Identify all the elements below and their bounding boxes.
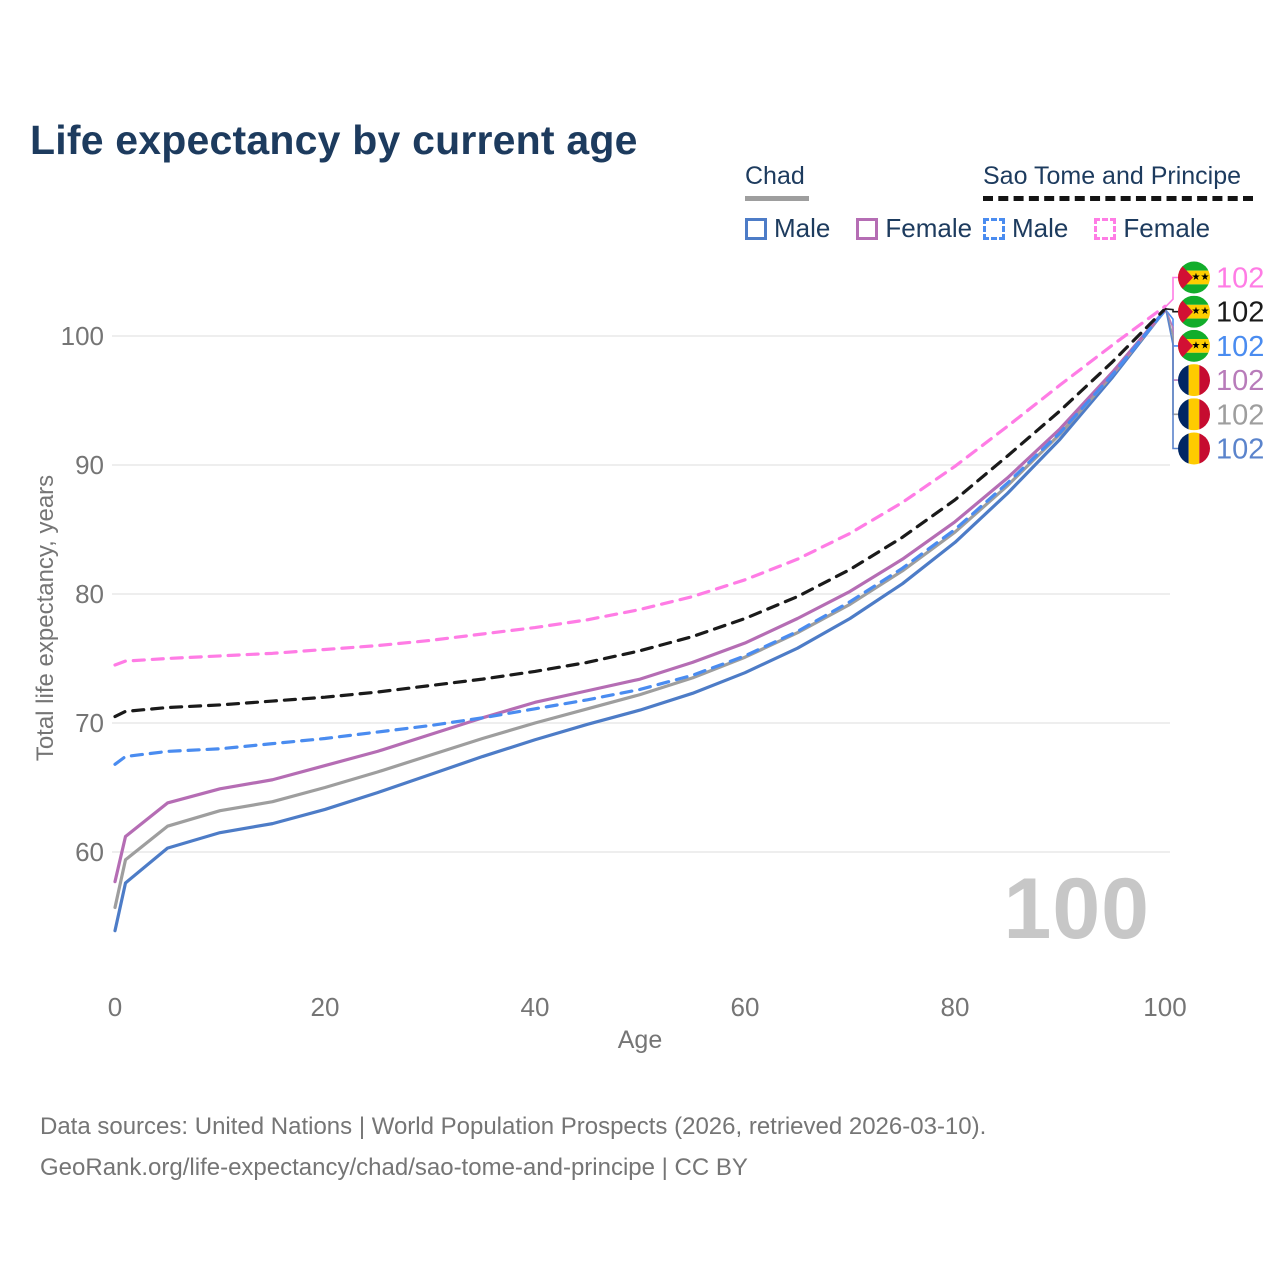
series-line-chad-total[interactable] — [113, 308, 1167, 910]
page-title: Life expectancy by current age — [30, 117, 638, 164]
legend-country-chad[interactable]: Chad — [745, 162, 805, 190]
x-tick-100: 100 — [1143, 992, 1186, 1022]
y-tick-60: 60 — [75, 837, 104, 867]
legend-underline-chad — [745, 196, 809, 201]
y-tick-90: 90 — [75, 450, 104, 480]
legend-item-chad-male[interactable]: Male — [745, 213, 830, 244]
end-value-label: 102 — [1216, 331, 1264, 363]
y-axis-title: Total life expectancy, years — [32, 474, 59, 762]
legend-underline-sao-tome — [983, 196, 1253, 201]
end-value-label: 102 — [1216, 434, 1264, 466]
end-value-label: 102 — [1216, 365, 1264, 397]
chad-flag-icon — [1178, 432, 1210, 465]
series-line-sao-tome-and-principe-male[interactable] — [113, 308, 1167, 766]
sao-tome-female-swatch-icon — [1094, 217, 1117, 240]
svg-text:★★: ★★ — [1192, 272, 1210, 283]
chad-flag-icon — [1178, 364, 1210, 397]
legend-country-sao-tome[interactable]: Sao Tome and Principe — [983, 162, 1242, 190]
legend-group-sao-tome: Sao Tome and Principe Male Female — [983, 162, 1253, 244]
leader-line — [1165, 276, 1178, 307]
series-line-sao-tome-and-principe-total[interactable] — [113, 307, 1167, 719]
legend-label: Male — [774, 213, 831, 243]
legend-label: Male — [1012, 213, 1069, 243]
end-value-label: 102 — [1216, 399, 1264, 431]
sao-tome-flag-icon: ★★ — [1178, 261, 1210, 294]
legend-label: Female — [1123, 213, 1211, 243]
chad-flag-icon — [1178, 398, 1210, 431]
x-tick-20: 20 — [311, 992, 340, 1022]
series-line-chad-female[interactable] — [113, 308, 1167, 884]
footer: Data sources: United Nations | World Pop… — [40, 1106, 986, 1188]
series-line-sao-tome-and-principe-female[interactable] — [113, 304, 1167, 667]
footer-attribution-url: GeoRank.org/life-expectancy/chad/sao-tom… — [40, 1154, 748, 1181]
leader-line — [1165, 308, 1178, 313]
x-tick-40: 40 — [521, 992, 550, 1022]
end-value-label: 102 — [1216, 297, 1264, 329]
legend-item-chad-female[interactable]: Female — [856, 213, 972, 244]
leader-line — [1165, 310, 1178, 450]
legend-item-sao-tome-female[interactable]: Female — [1094, 213, 1210, 244]
sao-tome-male-swatch-icon — [983, 217, 1005, 240]
x-tick-80: 80 — [941, 992, 970, 1022]
footer-data-sources: Data sources: United Nations | World Pop… — [40, 1113, 987, 1140]
y-tick-100: 100 — [61, 321, 104, 351]
series-line-chad-male[interactable] — [113, 308, 1167, 933]
legend-label: Female — [885, 213, 973, 243]
sao-tome-flag-icon: ★★ — [1178, 329, 1210, 362]
x-tick-60: 60 — [731, 992, 760, 1022]
chad-male-swatch-icon — [745, 217, 767, 240]
svg-text:★★: ★★ — [1192, 340, 1210, 351]
end-value-label: 102 — [1216, 263, 1264, 295]
x-tick-0: 0 — [108, 992, 122, 1022]
sao-tome-flag-icon: ★★ — [1178, 295, 1210, 328]
legend-item-sao-tome-male[interactable]: Male — [983, 213, 1068, 244]
x-axis-title: Age — [617, 1026, 663, 1054]
legend-group-chad: Chad Male Female — [745, 162, 972, 244]
chad-female-swatch-icon — [856, 217, 879, 240]
age-watermark: 100 — [1003, 861, 1150, 957]
y-tick-70: 70 — [75, 708, 104, 738]
y-tick-80: 80 — [75, 579, 104, 609]
svg-text:★★: ★★ — [1192, 306, 1210, 317]
